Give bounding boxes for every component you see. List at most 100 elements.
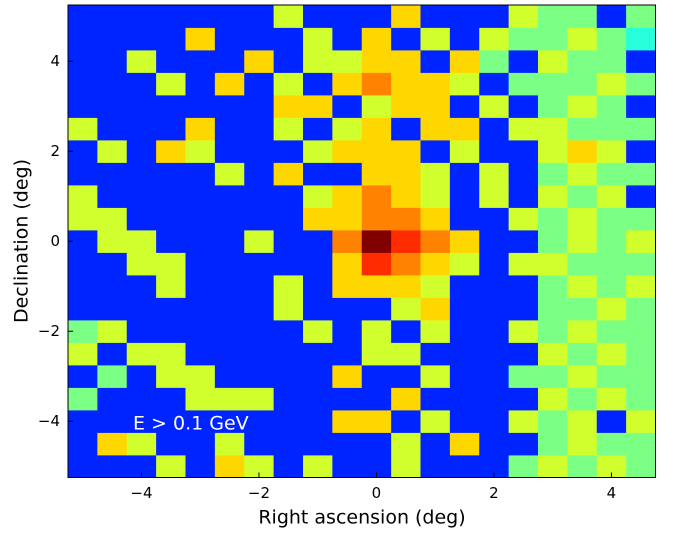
heatmap-cell [391,50,421,73]
heatmap-cell [332,455,363,478]
x-tick-label: 0 [372,484,382,502]
heatmap-cell [538,297,568,321]
heatmap-cell [273,117,304,141]
heatmap-cell [185,252,216,276]
heatmap-cell [538,320,568,343]
heatmap-cell [156,72,186,96]
heatmap-cell [596,365,627,388]
heatmap-cell [361,455,392,478]
heatmap-cell [449,27,480,51]
heatmap-cell [303,342,333,366]
heatmap-cell [156,185,186,208]
heatmap-cell [332,275,363,298]
y-tick-label: 0 [50,232,60,250]
heatmap-cell [626,387,656,411]
heatmap-cell [420,410,451,433]
heatmap-cell [626,140,656,163]
heatmap-cell [126,320,157,343]
heatmap-cell [449,230,480,253]
heatmap-cell [567,5,598,28]
heatmap-cell [420,95,451,118]
heatmap-cell [68,207,98,231]
heatmap-cell [68,95,98,118]
heatmap-cell [332,72,363,96]
heatmap-cell [244,275,275,298]
heatmap-cell [479,230,510,253]
heatmap-cell [420,230,451,253]
heatmap-cell [479,365,510,388]
heatmap-cell [391,117,421,141]
heatmap-cell [68,117,98,141]
heatmap-cell [538,27,568,51]
heatmap-cell [626,342,656,366]
heatmap-cell [361,50,392,73]
heatmap-cell [273,27,304,51]
heatmap-cell [97,275,128,298]
heatmap-cell [391,297,421,321]
heatmap-cell [126,455,157,478]
heatmap-cell [68,432,98,456]
heatmap-cell [97,387,128,411]
heatmap-cell [185,162,216,186]
heatmap-cell [449,5,480,28]
heatmap-cell [391,432,421,456]
heatmap-cell [97,410,128,433]
heatmap-cell [303,185,333,208]
heatmap-cell [156,297,186,321]
heatmap-cell [273,432,304,456]
heatmap-cell [97,297,128,321]
heatmap-cell [214,252,245,276]
heatmap-cell [185,117,216,141]
heatmap-cell [361,5,392,28]
heatmap-cell [97,432,128,456]
heatmap-cell [68,72,98,96]
heatmap-cell [126,207,157,231]
heatmap-cell [126,275,157,298]
heatmap-cell [567,252,598,276]
heatmap-cell [185,230,216,253]
heatmap-cell [97,5,128,28]
heatmap-cell [391,387,421,411]
heatmap-cell [185,72,216,96]
heatmap-cell [391,140,421,163]
heatmap-cell [126,50,157,73]
heatmap-cell [214,387,245,411]
heatmap-cell [626,72,656,96]
heatmap-cell [214,117,245,141]
heatmap-cell [361,140,392,163]
heatmap-cell [420,117,451,141]
heatmap-cell [185,365,216,388]
heatmap-cell [420,252,451,276]
heatmap-cell [538,5,568,28]
heatmap-cell [420,207,451,231]
heatmap-cell [508,297,539,321]
heatmap-cell [156,50,186,73]
heatmap-cell [420,140,451,163]
heatmap-cell [332,95,363,118]
heatmap-cell [68,185,98,208]
heatmap-cell [68,230,98,253]
heatmap-cell [303,320,333,343]
heatmap-cell [391,162,421,186]
heatmap-cell [626,185,656,208]
heatmap-cell [538,95,568,118]
heatmap-cell [97,72,128,96]
heatmap-cell [596,320,627,343]
heatmap-cell [361,185,392,208]
heatmap-cell [303,72,333,96]
heatmap-cell [185,387,216,411]
heatmap-cell [538,72,568,96]
heatmap-cell [479,432,510,456]
heatmap-cell [273,387,304,411]
heatmap-cell [449,387,480,411]
heatmap-cell [273,342,304,366]
heatmap-cell [596,207,627,231]
heatmap-cell [273,230,304,253]
heatmap-cell [156,140,186,163]
heatmap-cell [332,27,363,51]
heatmap-cell [332,432,363,456]
heatmap-cell [273,275,304,298]
heatmap-cell [244,387,275,411]
heatmap-cell [214,27,245,51]
